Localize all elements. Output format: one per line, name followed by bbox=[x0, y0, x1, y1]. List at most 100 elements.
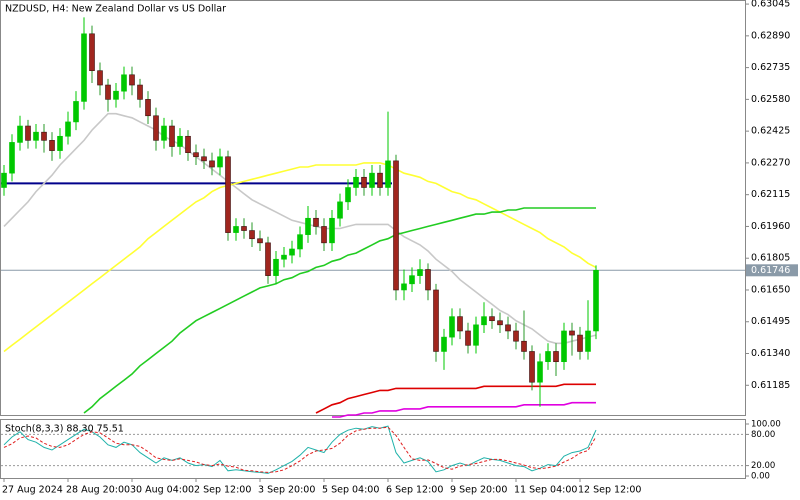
candle-body bbox=[369, 172, 375, 188]
moving-average bbox=[315, 383, 596, 414]
x-tick-label: 12 Sep 12:00 bbox=[578, 485, 641, 496]
x-tick-label: 3 Sep 20:00 bbox=[258, 485, 315, 496]
candle-body bbox=[249, 230, 255, 240]
candle-body bbox=[169, 125, 175, 147]
stochastic-line bbox=[3, 425, 597, 474]
candle-body bbox=[81, 33, 87, 102]
candle-body bbox=[281, 254, 287, 260]
candle-body bbox=[577, 334, 583, 352]
current-price-label: 0.61746 bbox=[751, 265, 790, 276]
candle-body bbox=[97, 70, 103, 86]
candle-body bbox=[137, 84, 143, 100]
indicator-panel bbox=[1, 425, 745, 474]
stochastic-line bbox=[3, 426, 597, 473]
candle-body bbox=[553, 351, 559, 363]
moving-average bbox=[3, 112, 597, 345]
y-tick-label: 0.61495 bbox=[751, 316, 790, 327]
candle-body bbox=[401, 283, 407, 291]
candle-body bbox=[481, 316, 487, 326]
candle-body bbox=[441, 336, 447, 352]
candle-body bbox=[377, 172, 383, 188]
x-tick-label: 11 Sep 04:00 bbox=[514, 485, 577, 496]
candle-body bbox=[305, 217, 311, 235]
moving-average bbox=[83, 207, 596, 414]
candle-body bbox=[329, 217, 335, 244]
candle-body bbox=[361, 176, 367, 188]
x-tick-label: 28 Aug 20:00 bbox=[66, 485, 130, 496]
y-tick-label: 0.62890 bbox=[751, 30, 790, 41]
candle-body bbox=[17, 125, 23, 143]
indicator-y-tick-label: 20.00 bbox=[751, 461, 775, 471]
candle-body bbox=[73, 101, 79, 123]
candle-body bbox=[113, 90, 119, 100]
candle-body bbox=[545, 351, 551, 363]
candle-body bbox=[393, 160, 399, 291]
y-tick-label: 0.61185 bbox=[751, 380, 790, 391]
candle-body bbox=[321, 226, 327, 244]
indicator-y-tick-label: 100.00 bbox=[751, 420, 781, 430]
candle-body bbox=[513, 330, 519, 342]
candle-body bbox=[313, 217, 319, 227]
y-tick-label: 0.63045 bbox=[751, 0, 790, 10]
x-tick-label: 27 Aug 2024 bbox=[2, 485, 63, 496]
candle-body bbox=[537, 361, 543, 383]
y-tick-label: 0.61960 bbox=[751, 221, 790, 232]
candle-body bbox=[457, 316, 463, 332]
candle-body bbox=[489, 316, 495, 322]
candle-body bbox=[49, 140, 55, 151]
indicator-panel-frame bbox=[0, 419, 746, 479]
candle-body bbox=[185, 135, 191, 153]
candle-body bbox=[417, 269, 423, 276]
y-tick-label: 0.61650 bbox=[751, 284, 790, 295]
candle-body bbox=[65, 121, 71, 137]
candle-body bbox=[297, 234, 303, 250]
x-tick-label: 6 Sep 12:00 bbox=[386, 485, 443, 496]
current-price-box bbox=[746, 264, 798, 277]
candle-body bbox=[289, 248, 295, 256]
candle-body bbox=[561, 330, 567, 363]
indicator-y-tick-label: 80.00 bbox=[751, 430, 775, 440]
y-tick-label: 0.61340 bbox=[751, 348, 790, 359]
candle-body bbox=[193, 152, 199, 158]
candle-body bbox=[385, 160, 391, 188]
candle-body bbox=[209, 160, 215, 168]
candle-body bbox=[9, 142, 15, 174]
candle-body bbox=[465, 330, 471, 346]
candle-body bbox=[257, 238, 263, 244]
x-tick-label: 2 Sep 12:00 bbox=[194, 485, 251, 496]
candle-body bbox=[1, 172, 7, 188]
candle-body bbox=[521, 340, 527, 352]
candle-body bbox=[33, 131, 39, 141]
candle-body bbox=[57, 135, 63, 151]
y-tick-label: 0.62735 bbox=[751, 62, 790, 73]
candle-body bbox=[585, 330, 591, 352]
candle-body bbox=[153, 115, 159, 141]
candle-body bbox=[217, 156, 223, 168]
candle-body bbox=[593, 270, 599, 332]
moving-average bbox=[332, 401, 596, 418]
y-tick-label: 0.61805 bbox=[751, 253, 790, 264]
candle-body bbox=[241, 226, 247, 231]
indicator-y-tick-label: 0.00 bbox=[751, 472, 770, 482]
candle-body bbox=[449, 316, 455, 338]
candle-body bbox=[529, 351, 535, 383]
x-tick-label: 9 Sep 20:00 bbox=[450, 485, 507, 496]
candle-body bbox=[225, 156, 231, 233]
candle-body bbox=[505, 324, 511, 332]
x-tick-label: 30 Aug 04:00 bbox=[130, 485, 194, 496]
candle-body bbox=[105, 84, 111, 100]
candle-body bbox=[145, 99, 151, 117]
candle-body bbox=[353, 176, 359, 188]
x-tick-label: 5 Sep 04:00 bbox=[322, 485, 379, 496]
candle-body bbox=[25, 125, 31, 141]
candle-body bbox=[177, 135, 183, 147]
candle-body bbox=[89, 33, 95, 71]
moving-average bbox=[3, 162, 597, 353]
candle-body bbox=[473, 324, 479, 346]
y-tick-label: 0.62270 bbox=[751, 157, 790, 168]
candle-body bbox=[497, 320, 503, 326]
candle-body bbox=[273, 258, 279, 276]
y-tick-label: 0.62115 bbox=[751, 189, 790, 200]
